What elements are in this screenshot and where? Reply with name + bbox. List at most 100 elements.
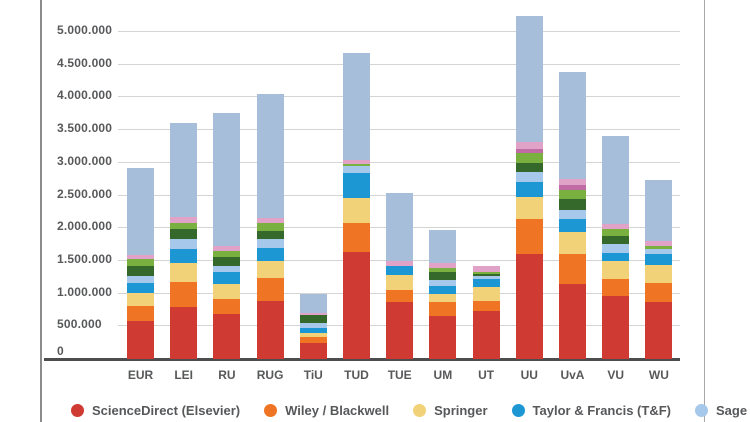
bar-segment-TUD-unlabeled-pale-blue[interactable] <box>343 52 370 160</box>
bar-segment-TiU-springer[interactable] <box>299 332 327 337</box>
bar-segment-UM-sciencedirect-(elsevier)[interactable] <box>429 315 457 359</box>
bar-segment-RUG-springer[interactable] <box>256 260 284 278</box>
bar-segment-RU-springer[interactable] <box>213 283 241 299</box>
bar-segment-VU-unlabeled-dark-green[interactable] <box>602 236 630 244</box>
bar-segment-TiU-sciencedirect-(elsevier)[interactable] <box>299 343 327 359</box>
bar-segment-UT-sage[interactable] <box>472 275 500 280</box>
bar-segment-WU-unlabeled-light-green[interactable] <box>645 245 673 250</box>
bar-segment-UM-wiley-blackwell[interactable] <box>429 302 457 316</box>
bar-segment-VU-wiley-blackwell[interactable] <box>602 278 630 296</box>
bar-segment-UM-unlabeled-pale-blue[interactable] <box>429 229 457 264</box>
bar-segment-UU-unlabeled-pale-blue[interactable] <box>515 16 543 143</box>
bar-segment-WU-sage[interactable] <box>645 249 673 255</box>
bar-segment-VU-unlabeled-light-green[interactable] <box>602 229 630 237</box>
bar-WU[interactable] <box>645 180 673 359</box>
bar-segment-RU-wiley-blackwell[interactable] <box>213 298 241 314</box>
bar-segment-EUR-sage[interactable] <box>127 276 154 283</box>
bar-segment-WU-unlabeled-pink[interactable] <box>645 241 673 246</box>
bar-segment-UM-unlabeled-dark-green[interactable] <box>429 272 457 280</box>
bar-segment-UU-taylor-&-francis-(t&f)[interactable] <box>515 182 543 197</box>
bar-segment-UU-unlabeled-light-green[interactable] <box>515 153 543 164</box>
bar-segment-TUE-unlabeled-pink[interactable] <box>386 260 414 266</box>
bar-segment-EUR-springer[interactable] <box>127 293 154 307</box>
bar-segment-EUR-wiley-blackwell[interactable] <box>127 306 154 322</box>
bar-segment-TUE-taylor-&-francis-(t&f)[interactable] <box>386 265 414 275</box>
bar-segment-EUR-taylor-&-francis-(t&f)[interactable] <box>127 282 154 294</box>
bar-segment-UvA-unlabeled-light-green[interactable] <box>559 189 586 199</box>
bar-segment-TUE-sciencedirect-(elsevier)[interactable] <box>386 302 414 359</box>
bar-segment-UM-sage[interactable] <box>429 279 457 287</box>
bar-TiU[interactable] <box>299 294 327 359</box>
bar-segment-TUE-wiley-blackwell[interactable] <box>386 289 414 303</box>
bar-segment-LEI-unlabeled-pale-blue[interactable] <box>170 122 198 218</box>
bar-segment-TUE-unlabeled-pale-blue[interactable] <box>386 193 414 261</box>
bar-segment-WU-springer[interactable] <box>645 265 673 283</box>
bar-segment-LEI-unlabeled-dark-green[interactable] <box>170 229 198 240</box>
bar-segment-LEI-sage[interactable] <box>170 239 198 250</box>
bar-segment-TiU-unlabeled-pink[interactable] <box>299 313 327 316</box>
bar-segment-LEI-wiley-blackwell[interactable] <box>170 282 198 308</box>
bar-segment-VU-taylor-&-francis-(t&f)[interactable] <box>602 252 630 261</box>
bar-segment-EUR-sciencedirect-(elsevier)[interactable] <box>127 321 154 359</box>
bar-segment-LEI-taylor-&-francis-(t&f)[interactable] <box>170 249 198 263</box>
bar-segment-TiU-unlabeled-pale-blue[interactable] <box>299 294 327 314</box>
bar-segment-UT-unlabeled-pink[interactable] <box>472 266 500 273</box>
bar-TUE[interactable] <box>386 193 414 359</box>
bar-segment-UvA-unlabeled-pale-blue[interactable] <box>559 72 586 180</box>
bar-segment-UT-unlabeled-light-green[interactable] <box>472 272 500 275</box>
bar-segment-VU-unlabeled-pink[interactable] <box>602 223 630 230</box>
bar-segment-UM-unlabeled-pink[interactable] <box>429 263 457 269</box>
bar-segment-RUG-unlabeled-pale-blue[interactable] <box>256 93 284 219</box>
bar-segment-TUD-springer[interactable] <box>343 197 370 224</box>
bar-segment-VU-sciencedirect-(elsevier)[interactable] <box>602 295 630 359</box>
bar-segment-LEI-unlabeled-pink[interactable] <box>170 217 198 224</box>
bar-segment-UT-sciencedirect-(elsevier)[interactable] <box>472 310 500 359</box>
bar-segment-RUG-unlabeled-dark-green[interactable] <box>256 231 284 240</box>
bar-segment-TiU-unlabeled-dark-green[interactable] <box>299 315 327 323</box>
bar-segment-UvA-unlabeled-pink[interactable] <box>559 179 586 186</box>
bar-EUR[interactable] <box>127 167 154 359</box>
bar-segment-TUD-unlabeled-pink[interactable] <box>343 159 370 164</box>
bar-segment-RUG-wiley-blackwell[interactable] <box>256 277 284 301</box>
bar-LEI[interactable] <box>170 122 198 359</box>
bar-segment-WU-taylor-&-francis-(t&f)[interactable] <box>645 254 673 266</box>
bar-segment-TUD-sciencedirect-(elsevier)[interactable] <box>343 252 370 359</box>
bar-segment-RUG-unlabeled-pink[interactable] <box>256 218 284 223</box>
bar-segment-LEI-unlabeled-light-green[interactable] <box>170 223 198 230</box>
bar-segment-TiU-sage[interactable] <box>299 322 327 328</box>
bar-segment-UT-wiley-blackwell[interactable] <box>472 300 500 311</box>
bar-segment-UvA-unlabeled-dark-green[interactable] <box>559 198 586 210</box>
bar-segment-UvA-springer[interactable] <box>559 232 586 255</box>
bar-segment-RU-unlabeled-pink[interactable] <box>213 246 241 251</box>
bar-RUG[interactable] <box>256 93 284 359</box>
bar-segment-WU-sciencedirect-(elsevier)[interactable] <box>645 301 673 359</box>
bar-segment-UU-sciencedirect-(elsevier)[interactable] <box>515 254 543 359</box>
bar-TUD[interactable] <box>343 52 370 359</box>
bar-segment-RU-sciencedirect-(elsevier)[interactable] <box>213 313 241 359</box>
bar-segment-UvA-wiley-blackwell[interactable] <box>559 254 586 285</box>
bar-segment-UT-taylor-&-francis-(t&f)[interactable] <box>472 279 500 288</box>
bar-segment-EUR-unlabeled-dark-green[interactable] <box>127 265 154 277</box>
bar-segment-VU-unlabeled-pale-blue[interactable] <box>602 136 630 224</box>
bar-segment-UT-unlabeled-dark-green[interactable] <box>472 274 500 276</box>
bar-UvA[interactable] <box>559 72 586 359</box>
bar-segment-EUR-unlabeled-pale-blue[interactable] <box>127 167 154 256</box>
bar-segment-RUG-unlabeled-light-green[interactable] <box>256 222 284 232</box>
bar-segment-UU-sage[interactable] <box>515 172 543 183</box>
bar-segment-TiU-taylor-&-francis-(t&f)[interactable] <box>299 327 327 333</box>
bar-segment-LEI-sciencedirect-(elsevier)[interactable] <box>170 307 198 359</box>
bar-UU[interactable] <box>515 16 543 359</box>
bar-segment-UvA-unlabeled-plum[interactable] <box>559 185 586 190</box>
bar-segment-RU-unlabeled-dark-green[interactable] <box>213 257 241 266</box>
bar-segment-TUD-wiley-blackwell[interactable] <box>343 223 370 253</box>
bar-segment-UU-springer[interactable] <box>515 196 543 220</box>
bar-segment-RU-taylor-&-francis-(t&f)[interactable] <box>213 272 241 284</box>
bar-segment-UM-springer[interactable] <box>429 294 457 303</box>
bar-UM[interactable] <box>429 229 457 359</box>
bar-segment-TUD-sage[interactable] <box>343 165 370 173</box>
bar-segment-RU-unlabeled-pale-blue[interactable] <box>213 113 241 247</box>
bar-segment-UU-unlabeled-dark-green[interactable] <box>515 163 543 173</box>
bar-segment-LEI-springer[interactable] <box>170 262 198 283</box>
bar-RU[interactable] <box>213 113 241 359</box>
bar-segment-TUD-taylor-&-francis-(t&f)[interactable] <box>343 172 370 198</box>
